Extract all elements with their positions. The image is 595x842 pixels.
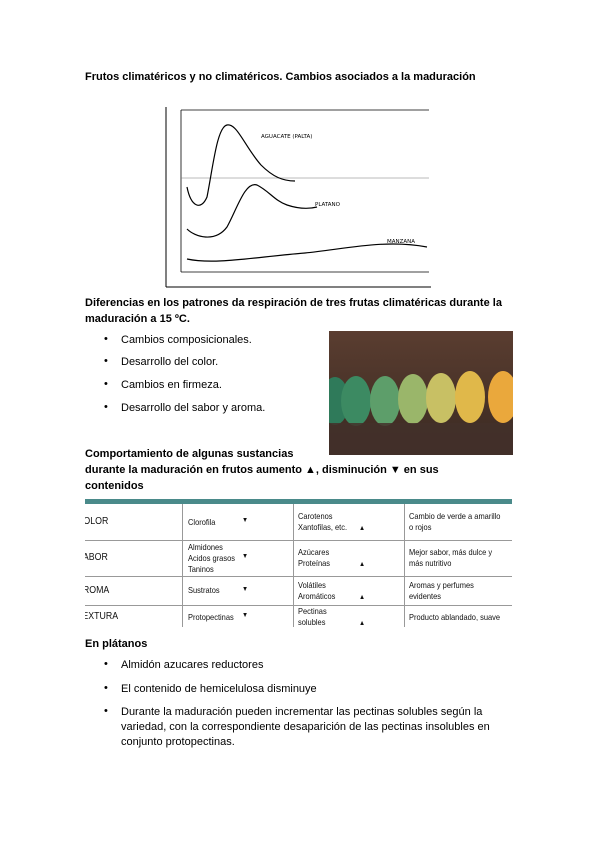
table-rule: [85, 540, 512, 541]
table-cell-text: Aromáticos: [298, 590, 336, 601]
section-title: Comportamiento de algunas sustancias: [85, 448, 294, 460]
table-cell-text: Xantofilas, etc.: [298, 522, 348, 532]
attribute-cell: SABOR: [85, 552, 108, 563]
section-title: En plátanos: [85, 638, 148, 650]
bullet: •: [104, 355, 108, 367]
bullet: •: [104, 658, 108, 670]
table-rule: [293, 504, 294, 627]
table-cell-text: Producto ablandado, suave: [409, 611, 501, 622]
table-cell-text: solubles: [298, 617, 326, 627]
attribute-cell: TEXTURA: [85, 611, 119, 622]
list-item: Cambios en firmeza.: [121, 379, 222, 391]
section-title: Diferencias en los patrones da respiraci…: [85, 297, 502, 325]
table-cell-text: Acidos grasos: [188, 552, 235, 563]
table-rule: [85, 576, 512, 577]
table-cell-text: Clorofila: [188, 516, 216, 527]
curve-label: AGUACATE (PALTA): [261, 134, 312, 140]
increase-arrow: ▲: [359, 525, 366, 532]
table-cell-text: más nutritivo: [409, 558, 452, 568]
section-title: durante la maduración en frutos aumento …: [85, 464, 439, 476]
list-item: Durante la maduración pueden incrementar…: [121, 706, 490, 748]
section-title: contenidos: [85, 480, 144, 492]
bullet: •: [104, 333, 108, 345]
table-cell-text: Sustratos: [188, 585, 220, 595]
table-cell-text: Almidones: [188, 541, 223, 552]
table-rule: [404, 504, 405, 627]
list-item: El contenido de hemicelulosa disminuye: [121, 683, 317, 695]
table-header-band: [85, 499, 512, 504]
bullet: •: [104, 705, 108, 717]
table-cell-text: Proteínas: [298, 558, 331, 568]
attribute-cell: AROMA: [85, 584, 110, 596]
table-cell-text: Protopectinas: [188, 611, 234, 622]
table-cell-text: Carotenos: [298, 511, 333, 521]
table-rule: [85, 605, 512, 606]
table-cell-text: o rojos: [409, 522, 432, 532]
table-cell-text: Pectinas: [298, 606, 327, 616]
table-cell-text: Azúcares: [298, 547, 330, 557]
papaya-photo: [329, 331, 513, 455]
list-item: Desarrollo del color.: [121, 356, 219, 368]
bullet: •: [104, 682, 108, 694]
table-cell-text: Volátiles: [298, 579, 326, 590]
respiration-figure: AGUACATE (PALTA) PLATANO MANZANA: [165, 107, 431, 288]
increase-arrow: ▲: [359, 593, 366, 601]
attribute-cell: COLOR: [85, 516, 109, 527]
bullet: •: [104, 401, 108, 413]
bullet: •: [104, 378, 108, 390]
decrease-arrow: ▼: [242, 585, 249, 593]
decrease-arrow: ▼: [242, 517, 249, 524]
table-cell-text: Cambio de verde a amarillo: [409, 511, 501, 521]
curve-label: MANZANA: [387, 239, 415, 245]
table-cell-text: Mejor sabor, más dulce y: [409, 547, 493, 557]
decrease-arrow: ▼: [242, 553, 249, 560]
decrease-arrow: ▼: [242, 612, 249, 619]
curve-label: PLATANO: [315, 202, 341, 208]
table-rule: [182, 504, 183, 627]
list-item: Cambios composicionales.: [121, 334, 252, 346]
list-item: Almidón azucares reductores: [121, 659, 264, 671]
table-cell-text: Aromas y perfumes: [409, 579, 474, 590]
section-title: Frutos climatéricos y no climatéricos. C…: [85, 71, 476, 83]
list-item: Desarrollo del sabor y aroma.: [121, 402, 266, 414]
increase-arrow: ▲: [359, 620, 366, 627]
table-cell-text: Taninos: [188, 563, 214, 574]
increase-arrow: ▲: [359, 561, 366, 568]
table-cell-text: evidentes: [409, 590, 442, 601]
